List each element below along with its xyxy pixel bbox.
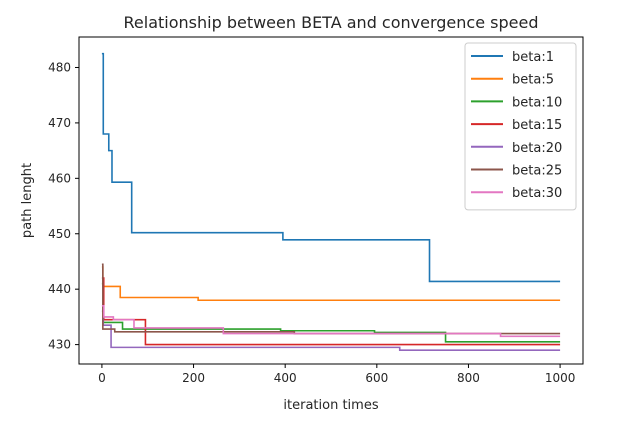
x-tick-label: 0: [98, 371, 106, 385]
series-line-beta-30: [101, 305, 561, 338]
legend-label: beta:1: [512, 50, 554, 65]
y-axis: 430 440 450 460 470 480: [48, 60, 79, 352]
y-tick-label: 470: [48, 116, 71, 130]
series-line-beta-15: [101, 277, 561, 346]
axes-frame: [78, 36, 584, 365]
x-axis: 0 200 400 600 800 1000: [98, 364, 575, 385]
x-tick-label: 400: [274, 371, 297, 385]
legend: beta:1 beta:5 beta:10 beta:15 beta:20 beta:25…: [464, 42, 577, 211]
legend-label: beta:30: [512, 186, 562, 201]
legend-label: beta:5: [512, 73, 554, 88]
x-tick-label: 200: [182, 371, 205, 385]
x-tick-label: 1000: [545, 371, 576, 385]
series-line-beta-5: [101, 266, 561, 302]
series-line-beta-1: [101, 52, 561, 283]
y-tick-label: 460: [48, 171, 71, 185]
y-tick-label: 450: [48, 227, 71, 241]
x-tick-label: 600: [365, 371, 388, 385]
x-tick-label: 800: [457, 371, 480, 385]
legend-box: [464, 42, 577, 211]
chart-title: Relationship between BETA and convergenc…: [124, 13, 539, 32]
x-axis-label: iteration times: [283, 398, 378, 413]
y-tick-label: 440: [48, 282, 71, 296]
plot-area: [101, 52, 561, 351]
y-tick-label: 480: [48, 60, 71, 74]
y-axis-label: path lenght: [20, 163, 35, 238]
series-line-beta-25: [101, 263, 561, 335]
legend-label: beta:10: [512, 95, 562, 110]
legend-label: beta:20: [512, 141, 562, 156]
legend-label: beta:15: [512, 118, 562, 133]
legend-label: beta:25: [512, 164, 562, 179]
y-tick-label: 430: [48, 338, 71, 352]
